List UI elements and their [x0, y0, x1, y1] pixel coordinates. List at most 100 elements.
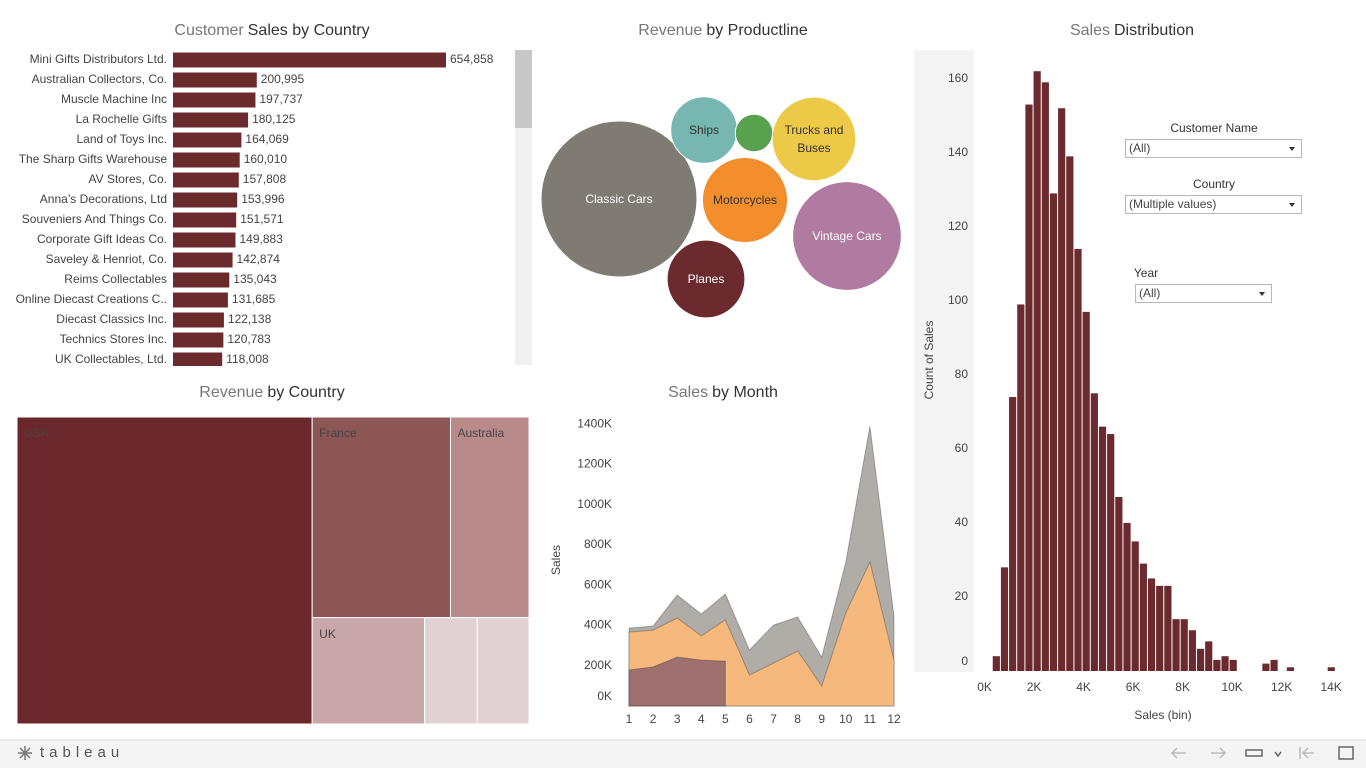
histogram-bar	[1205, 641, 1213, 671]
bubble	[666, 239, 746, 319]
histogram-bar	[1033, 71, 1041, 671]
bar	[173, 92, 256, 108]
x-axis-label: Sales (bin)	[1134, 708, 1191, 722]
treemap-cell	[16, 416, 313, 725]
x-tick-label: 2K	[1027, 680, 1042, 694]
category-label: Land of Toys Inc.	[76, 132, 167, 146]
filter-label: Customer Name	[1170, 121, 1258, 135]
x-tick-label: 10	[839, 712, 853, 726]
histogram-bar	[1017, 304, 1025, 671]
value-label: 157,808	[243, 172, 287, 186]
y-tick-label: 400K	[584, 618, 612, 632]
treemap-cell	[476, 617, 530, 725]
bar	[173, 312, 224, 328]
x-tick-label: 11	[864, 712, 877, 726]
title-lead: Sales	[668, 384, 708, 401]
histogram-bar	[1000, 567, 1009, 671]
filter-dropdown[interactable]: (All)	[1125, 139, 1302, 158]
category-label: UK Collectables, Ltd.	[55, 352, 167, 366]
bubble-label: Motorcycles	[712, 192, 777, 207]
x-tick-label: 4	[698, 712, 705, 726]
category-label: AV Stores, Co.	[89, 172, 167, 186]
histogram-bar	[1090, 393, 1098, 671]
y-tick-label: 60	[955, 441, 969, 455]
bar-list: Mini Gifts Distributors Ltd. 654,858 Austr…	[16, 52, 494, 366]
x-tick-label: 4K	[1076, 680, 1091, 694]
title-lead: Customer	[174, 22, 244, 39]
y-tick-label: 80	[955, 367, 969, 381]
category-label: Saveley & Henriot, Co.	[46, 252, 167, 266]
bar	[173, 112, 249, 128]
category-label: Australian Collectors, Co.	[32, 72, 167, 86]
value-label: 180,125	[252, 112, 296, 126]
value-label: 153,996	[241, 192, 285, 206]
x-tick-label: 6K	[1126, 680, 1141, 694]
x-tick-label: 8K	[1175, 680, 1190, 694]
chart-title: Sales Distribution	[1070, 22, 1194, 39]
histogram-bar	[1098, 426, 1107, 671]
bubble-label: Classic Cars	[585, 192, 653, 206]
treemap-cell	[449, 416, 530, 619]
chart-title: Customer Sales by Country	[174, 22, 369, 39]
bar	[173, 332, 224, 348]
x-tick-label: 2	[650, 712, 657, 726]
category-label: Corporate Gift Ideas Co.	[37, 232, 167, 246]
logo-icon	[18, 746, 32, 760]
area	[628, 656, 726, 707]
scrollbar-track[interactable]	[515, 50, 532, 365]
bubble-label: Ships	[688, 122, 719, 137]
value-label: 164,069	[245, 132, 289, 146]
x-tick-label: 12	[887, 712, 901, 726]
filter-dropdown[interactable]: (Multiple values)	[1125, 195, 1302, 214]
bar	[173, 172, 239, 188]
y-axis-label: Sales	[549, 545, 563, 575]
bubble-label-box: Ships	[688, 122, 719, 137]
histogram-bar	[1107, 434, 1115, 671]
histogram-bar	[1058, 108, 1066, 671]
cell-label: USA	[24, 426, 49, 440]
scrollbar-thumb[interactable]	[515, 50, 532, 128]
filter-dropdown[interactable]: (All)	[1135, 284, 1272, 303]
logo: tableau	[40, 744, 124, 761]
bar	[173, 132, 242, 148]
histogram-bar	[1147, 578, 1156, 671]
histogram-bar	[1123, 522, 1131, 671]
title-main: Distribution	[1114, 22, 1194, 39]
filter-label: Country	[1192, 177, 1236, 191]
treemap-cell	[311, 416, 451, 619]
value-label: 197,737	[259, 92, 303, 106]
bar	[173, 52, 446, 68]
bar	[173, 292, 228, 308]
category-label: Online Diecast Creations C..	[16, 292, 167, 306]
value-label: 149,883	[239, 232, 283, 246]
x-tick-label: 1	[626, 712, 633, 726]
histogram-bar	[1172, 619, 1180, 671]
x-tick-label: 12K	[1271, 680, 1292, 694]
value-label: 160,010	[244, 152, 288, 166]
x-tick-label: 6	[746, 712, 753, 726]
bar	[173, 272, 230, 288]
value-label: 131,685	[232, 292, 276, 306]
y-tick-label: 600K	[584, 577, 612, 591]
toolbar	[0, 740, 1366, 768]
treemap-cell	[424, 617, 478, 725]
x-tick-label: 0K	[977, 680, 992, 694]
bar	[173, 232, 236, 248]
nav-icons[interactable]	[1170, 746, 1354, 760]
histogram-bar	[1262, 663, 1270, 671]
histogram-bar	[1139, 563, 1147, 671]
bar	[173, 252, 233, 268]
y-tick-label: 800K	[584, 537, 612, 551]
chart-title: Sales by Month	[668, 384, 778, 401]
bar	[173, 212, 237, 228]
histogram-bar	[1156, 585, 1164, 671]
bubble-label-box: Motorcycles	[712, 192, 777, 207]
x-tick-label: 3	[674, 712, 681, 726]
category-label: Mini Gifts Distributors Ltd.	[30, 52, 167, 66]
y-axis-label: Count of Sales	[922, 321, 936, 400]
x-tick-label: 8	[794, 712, 801, 726]
bubble-label-box: Planes	[688, 272, 725, 286]
title-main: by Month	[712, 384, 778, 401]
category-label: Diecast Classics Inc.	[56, 312, 167, 326]
bubble	[701, 156, 789, 244]
